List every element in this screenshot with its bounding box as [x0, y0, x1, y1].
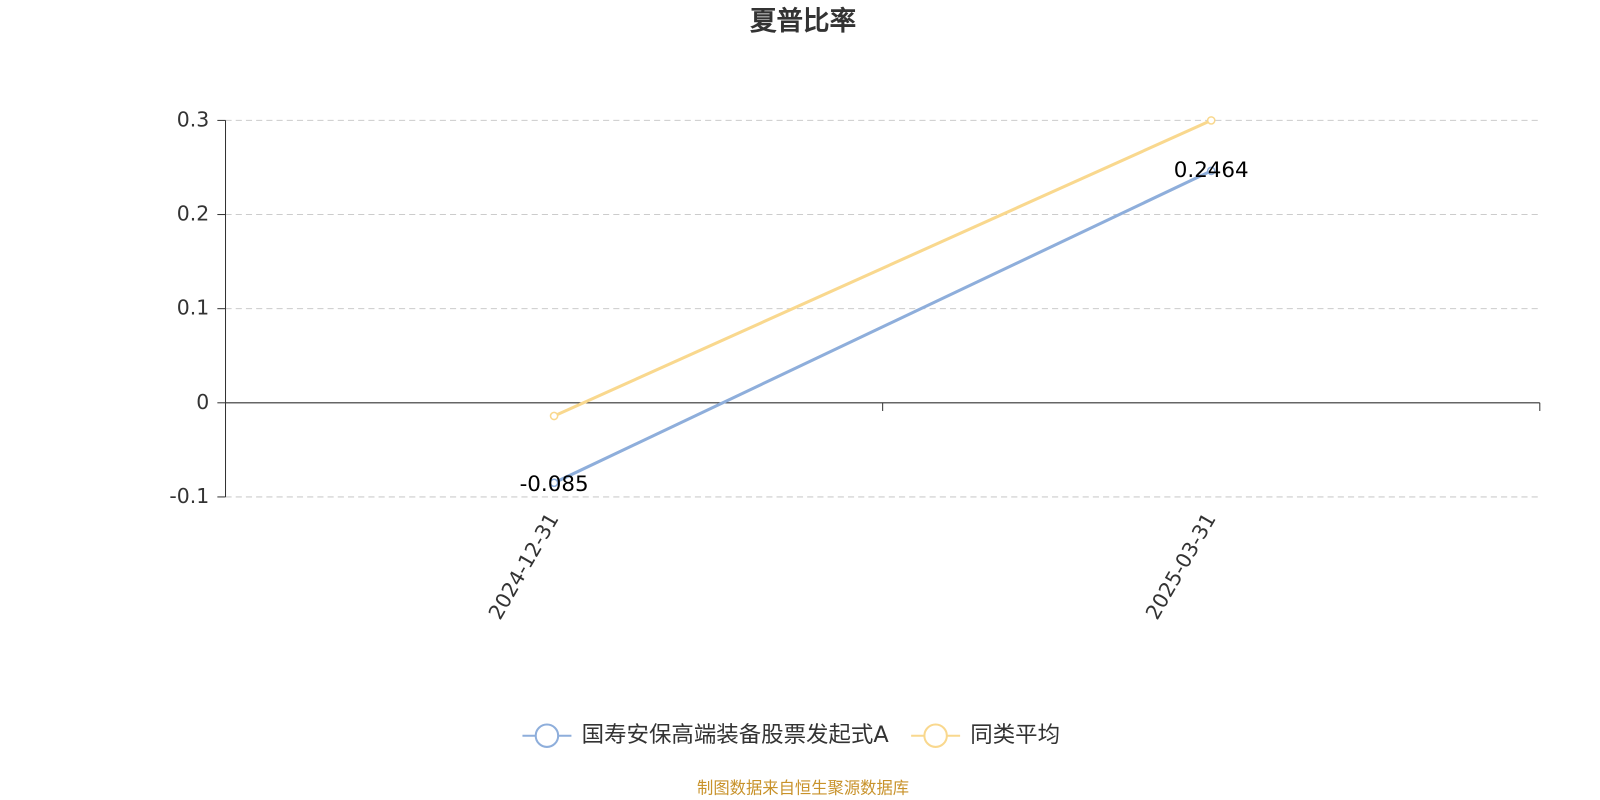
point — [549, 478, 559, 488]
y-tick-label: 0 — [196, 390, 209, 414]
legend-marker — [923, 723, 948, 748]
legend-marker — [534, 723, 560, 748]
series-line — [553, 169, 1212, 485]
y-tick-label: 0.2 — [177, 202, 209, 226]
y-tick-label: 0.1 — [177, 296, 209, 320]
series-line — [553, 119, 1212, 418]
y-tick-label: -0.1 — [169, 484, 209, 508]
point — [549, 411, 559, 421]
data-label: 0.2464 — [1174, 158, 1249, 183]
legend-label: 同类平均 — [970, 722, 1060, 748]
x-tick-label: 2024-12-31 — [484, 509, 564, 624]
x-tick-label: 2025-03-31 — [1141, 509, 1221, 624]
point — [1206, 166, 1216, 176]
chart-title: 夏普比率 — [750, 6, 856, 37]
source-note: 制图数据来自恒生聚源数据库 — [697, 778, 909, 797]
y-tick-label: 0.3 — [177, 107, 209, 131]
point — [1206, 116, 1216, 125]
legend-label: 国寿安保高端装备股票发起式A — [582, 722, 890, 748]
data-label: -0.085 — [520, 472, 589, 497]
